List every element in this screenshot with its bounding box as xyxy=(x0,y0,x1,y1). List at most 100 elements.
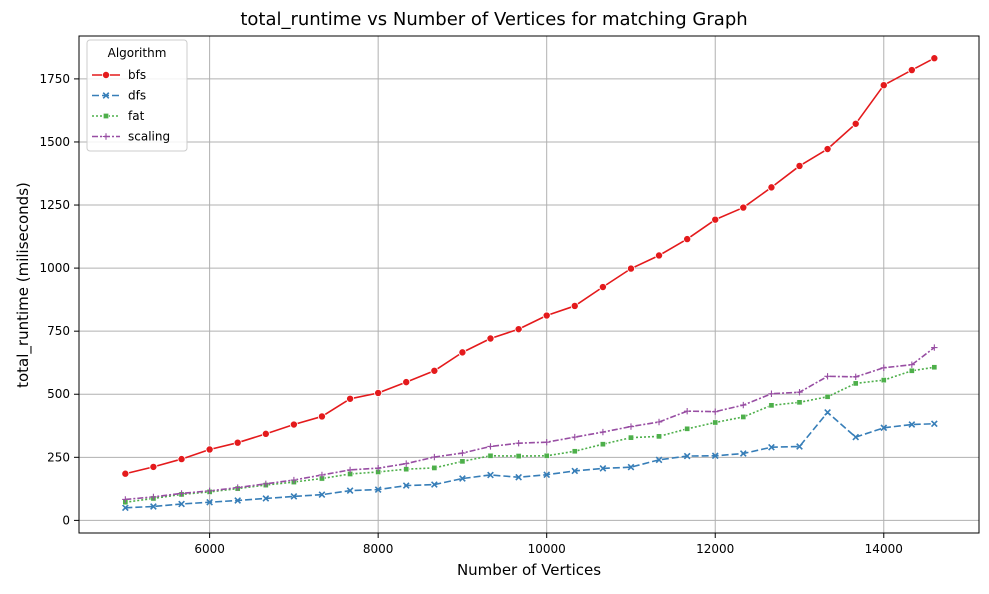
data-point-bfs xyxy=(261,429,270,438)
data-point-dfs xyxy=(150,503,157,510)
x-axis-ticks: 6000 8000 10000 12000 14000 xyxy=(194,533,903,556)
x-tick-label: 10000 xyxy=(528,542,566,556)
data-point-fat xyxy=(543,452,550,459)
y-tick-label: 0 xyxy=(62,513,70,527)
data-point-bfs xyxy=(655,251,664,260)
data-point-fat xyxy=(403,466,410,473)
data-point-bfs xyxy=(317,412,326,421)
data-point-scaling xyxy=(234,484,241,491)
data-point-scaling xyxy=(543,438,550,446)
data-point-scaling xyxy=(824,373,831,380)
data-point-bfs xyxy=(486,334,495,343)
data-point-bfs xyxy=(121,469,130,478)
data-point-scaling xyxy=(931,344,938,351)
legend-marker-bfs xyxy=(102,71,111,80)
legend-marker-scaling xyxy=(102,133,110,140)
data-point-bfs xyxy=(430,366,439,375)
legend-item-fat[interactable]: fat xyxy=(92,109,145,123)
data-point-dfs xyxy=(627,463,635,471)
data-point-dfs xyxy=(711,452,719,460)
data-point-dfs xyxy=(571,467,579,475)
y-axis-ticks: 0 250 500 750 1000 1250 1500 1750 xyxy=(39,72,79,527)
data-point-bfs xyxy=(879,81,888,90)
legend[interactable]: Algorithm bfs dfs fat scaling xyxy=(86,39,188,152)
data-point-bfs xyxy=(542,311,551,320)
data-point-scaling xyxy=(768,390,775,397)
data-point-bfs xyxy=(514,325,523,334)
data-point-bfs xyxy=(851,119,860,128)
x-axis-label: Number of Vertices xyxy=(457,561,601,579)
data-point-scaling xyxy=(318,471,326,479)
plot-frame xyxy=(78,35,980,534)
grid xyxy=(79,36,979,533)
data-point-dfs xyxy=(487,471,494,479)
data-point-dfs xyxy=(459,475,466,482)
data-point-dfs xyxy=(768,443,775,451)
data-point-dfs xyxy=(739,450,747,457)
data-point-scaling xyxy=(683,407,691,415)
data-point-bfs xyxy=(149,462,158,471)
data-point-dfs xyxy=(290,493,298,500)
data-point-bfs xyxy=(683,235,692,244)
legend-title: Algorithm xyxy=(108,46,167,60)
data-point-bfs xyxy=(570,301,579,310)
data-point-bfs xyxy=(767,183,776,192)
legend-label-fat: fat xyxy=(128,109,145,123)
data-point-scaling xyxy=(852,373,859,381)
data-point-dfs xyxy=(908,421,916,428)
legend-marker-fat xyxy=(103,113,109,119)
data-point-dfs xyxy=(796,443,803,450)
data-point-dfs xyxy=(234,497,242,504)
y-tick-label: 1750 xyxy=(39,72,70,86)
data-point-fat xyxy=(768,402,775,409)
data-point-dfs xyxy=(515,473,523,481)
y-tick-label: 500 xyxy=(47,387,70,401)
legend-label-dfs: dfs xyxy=(128,89,146,103)
data-point-dfs xyxy=(318,491,326,499)
y-tick-label: 1250 xyxy=(39,198,70,212)
data-point-bfs xyxy=(626,264,635,273)
data-point-dfs xyxy=(655,456,663,464)
data-point-dfs xyxy=(852,433,860,441)
data-point-scaling xyxy=(627,423,635,430)
x-tick-label: 6000 xyxy=(194,542,225,556)
data-point-dfs xyxy=(262,495,270,502)
legend-box xyxy=(86,39,188,152)
data-point-dfs xyxy=(930,420,938,428)
data-point-dfs xyxy=(880,424,888,432)
y-tick-label: 750 xyxy=(47,324,70,338)
data-point-fat xyxy=(684,425,691,432)
data-point-fat xyxy=(880,377,887,383)
legend-item-scaling[interactable]: scaling xyxy=(92,130,170,144)
data-point-fat xyxy=(515,453,522,459)
data-point-bfs xyxy=(205,445,214,454)
y-tick-label: 1000 xyxy=(39,261,70,275)
series-lines xyxy=(125,57,935,509)
data-point-fat xyxy=(571,448,578,455)
data-point-fat xyxy=(431,465,438,471)
data-point-fat xyxy=(712,419,719,426)
data-point-scaling xyxy=(206,487,213,495)
data-point-dfs xyxy=(374,486,382,493)
data-point-fat xyxy=(796,399,803,406)
legend-label-scaling: scaling xyxy=(128,130,170,144)
x-tick-label: 14000 xyxy=(865,542,903,556)
data-point-bfs xyxy=(402,378,411,387)
data-point-scaling xyxy=(880,364,887,371)
data-point-scaling xyxy=(487,443,494,450)
data-point-scaling xyxy=(290,476,298,484)
legend-item-bfs[interactable]: bfs xyxy=(92,68,146,82)
series-line-bfs xyxy=(125,57,935,475)
series-markers xyxy=(121,54,939,512)
data-point-scaling xyxy=(740,401,747,409)
data-point-scaling xyxy=(178,490,185,497)
data-point-fat xyxy=(824,393,831,400)
data-point-bfs xyxy=(289,420,298,429)
data-point-dfs xyxy=(599,465,607,472)
series-line-fat xyxy=(125,366,935,504)
data-point-scaling xyxy=(599,428,607,436)
data-point-bfs xyxy=(233,438,242,447)
legend-item-dfs[interactable]: dfs xyxy=(92,89,146,103)
y-tick-label: 250 xyxy=(47,450,70,464)
